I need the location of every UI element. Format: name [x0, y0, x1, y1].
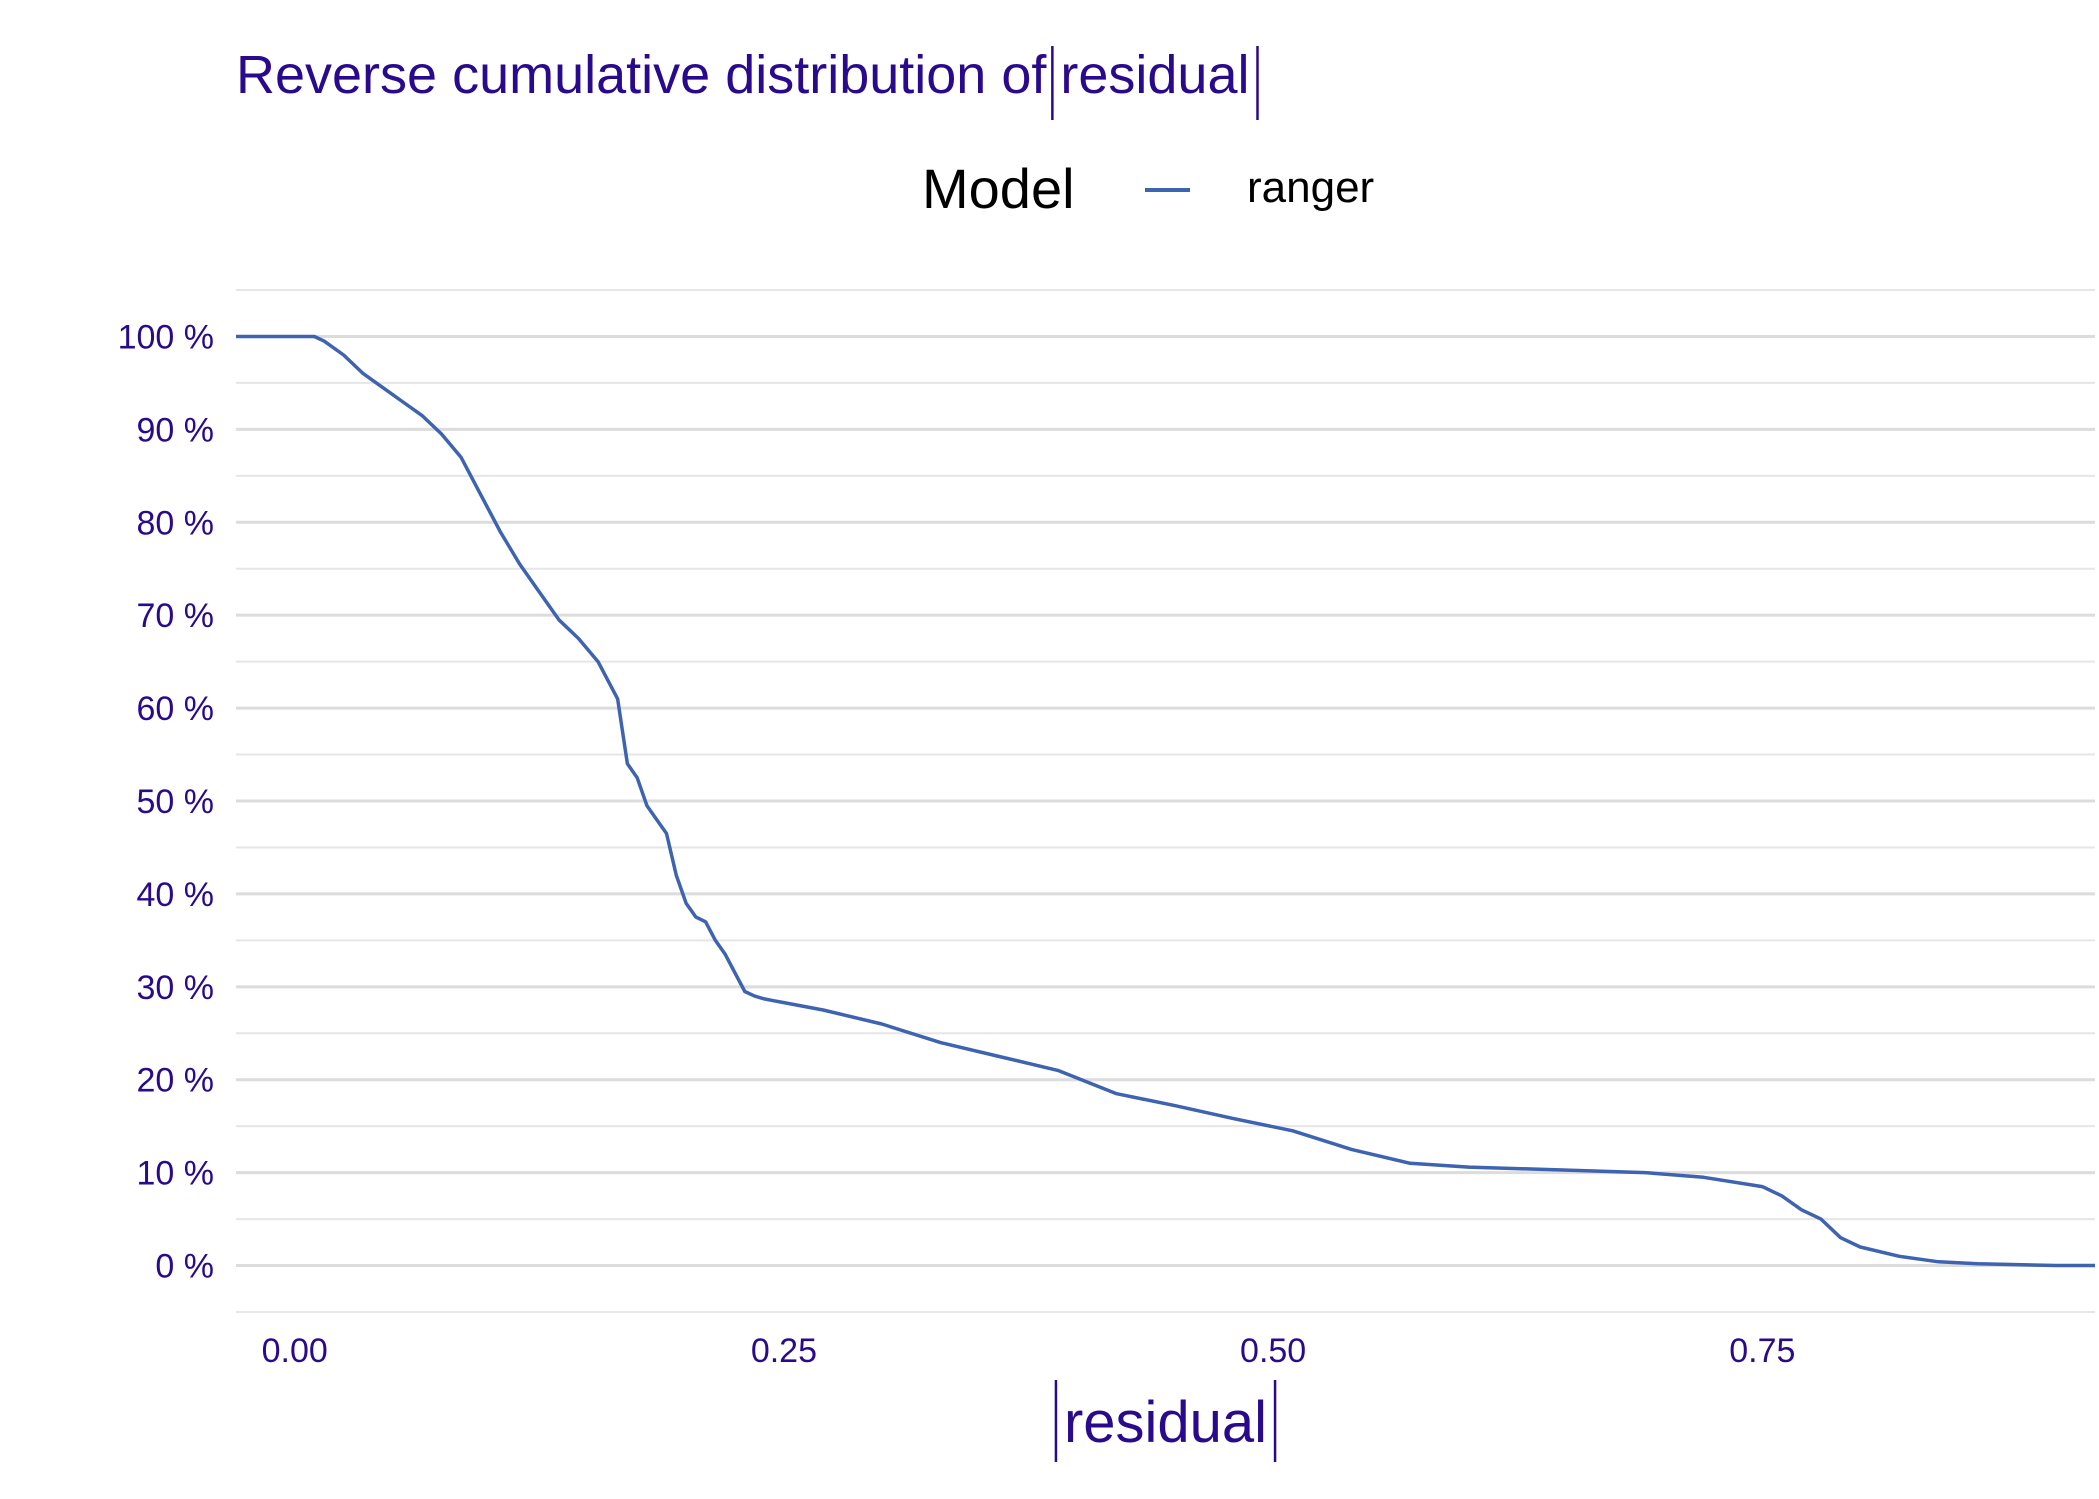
- y-tick-label-8: 80 %: [137, 504, 215, 542]
- series-line-ranger: [236, 334, 2095, 1268]
- x-tick-label-1: 0.25: [751, 1332, 817, 1370]
- y-tick-label-9: 90 %: [137, 411, 215, 449]
- y-tick-label-2: 20 %: [137, 1062, 215, 1100]
- grid: [236, 289, 2095, 1313]
- chart-title-math: residual: [1060, 45, 1249, 105]
- x-tick-label-2: 0.50: [1240, 1332, 1306, 1370]
- y-tick-label-4: 40 %: [137, 876, 215, 914]
- y-axis-ticks: 0 % 10 % 20 % 30 % 40 % 50 % 60 % 70 % 80 % 90 % 1…: [118, 318, 214, 1285]
- y-tick-label-3: 30 %: [137, 969, 215, 1007]
- x-tick-label-0: 0.00: [262, 1332, 328, 1370]
- x-axis-label: residual: [1054, 1380, 1277, 1462]
- chart-title-prefix: Reverse cumulative distribution of: [236, 45, 1047, 105]
- chart-title: Reverse cumulative distribution of resid…: [236, 45, 1259, 120]
- legend-label-ranger: ranger: [1247, 163, 1374, 212]
- y-tick-label-1: 10 %: [137, 1155, 215, 1193]
- legend-title: Model: [922, 157, 1075, 220]
- y-tick-label-10: 100 %: [118, 318, 214, 356]
- y-tick-label-6: 60 %: [137, 690, 215, 728]
- legend: Model ranger: [922, 157, 1374, 220]
- x-label-math: residual: [1064, 1390, 1267, 1455]
- x-tick-label-3: 0.75: [1729, 1332, 1795, 1370]
- x-axis-ticks: 0.00 0.25 0.50 0.75: [262, 1332, 1796, 1370]
- y-tick-label-0: 0 %: [155, 1248, 214, 1286]
- y-tick-label-5: 50 %: [137, 783, 215, 821]
- series-group: [236, 334, 2095, 1268]
- y-tick-label-7: 70 %: [137, 597, 215, 635]
